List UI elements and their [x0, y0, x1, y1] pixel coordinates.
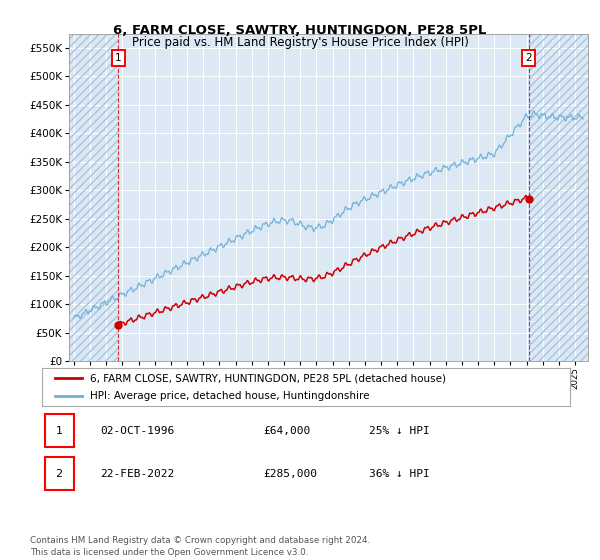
Text: 6, FARM CLOSE, SAWTRY, HUNTINGDON, PE28 5PL: 6, FARM CLOSE, SAWTRY, HUNTINGDON, PE28 … [113, 24, 487, 36]
FancyBboxPatch shape [44, 414, 74, 447]
FancyBboxPatch shape [44, 457, 74, 490]
Text: 2: 2 [526, 53, 532, 63]
Bar [69, 34, 118, 361]
Text: 1: 1 [115, 53, 122, 63]
Text: Price paid vs. HM Land Registry's House Price Index (HPI): Price paid vs. HM Land Registry's House … [131, 36, 469, 49]
Text: 22-FEB-2022: 22-FEB-2022 [100, 469, 175, 479]
Text: 1: 1 [55, 426, 62, 436]
Text: 25% ↓ HPI: 25% ↓ HPI [370, 426, 430, 436]
Text: HPI: Average price, detached house, Huntingdonshire: HPI: Average price, detached house, Hunt… [89, 391, 369, 402]
Text: 02-OCT-1996: 02-OCT-1996 [100, 426, 175, 436]
Text: £285,000: £285,000 [264, 469, 318, 479]
Text: 36% ↓ HPI: 36% ↓ HPI [370, 469, 430, 479]
Text: 6, FARM CLOSE, SAWTRY, HUNTINGDON, PE28 5PL (detached house): 6, FARM CLOSE, SAWTRY, HUNTINGDON, PE28 … [89, 373, 446, 383]
Bar [529, 34, 588, 361]
Text: £64,000: £64,000 [264, 426, 311, 436]
Text: Contains HM Land Registry data © Crown copyright and database right 2024.
This d: Contains HM Land Registry data © Crown c… [30, 536, 370, 557]
Text: 2: 2 [55, 469, 62, 479]
